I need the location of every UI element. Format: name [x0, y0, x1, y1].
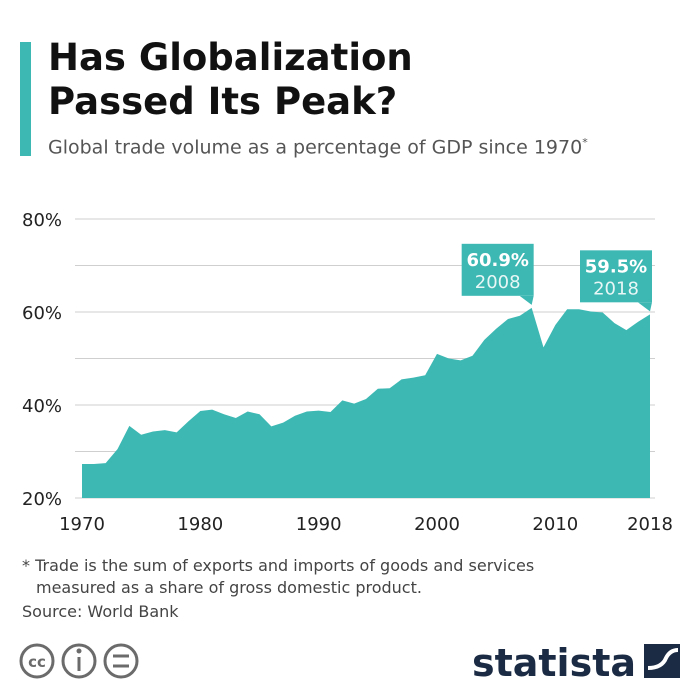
footnote: * Trade is the sum of exports and import…: [22, 556, 535, 575]
value-label: 60.9%: [466, 250, 528, 271]
x-tick-label: 2018: [627, 514, 673, 535]
callout: 59.5%2018: [580, 250, 652, 312]
subtitle-text: Global trade volume as a percentage of G…: [48, 136, 583, 159]
area: [82, 307, 650, 498]
callout-pointer: [519, 295, 534, 305]
x-tick-label: 1980: [177, 514, 223, 535]
value-label: 59.5%: [585, 256, 647, 277]
y-tick-label: 60%: [22, 303, 62, 324]
callout-box: [580, 250, 652, 303]
accent-bar: [20, 42, 31, 156]
chart-title: Has Globalization Passed Its Peak?: [48, 36, 413, 123]
y-tick-label: 20%: [22, 489, 62, 510]
y-tick-label: 40%: [22, 396, 62, 417]
chart-subtitle: Global trade volume as a percentage of G…: [48, 136, 588, 158]
svg-text:cc: cc: [28, 653, 46, 671]
callout-year: 2008: [475, 272, 521, 293]
footnote: measured as a share of gross domestic pr…: [36, 578, 422, 597]
x-tick-label: 2010: [532, 514, 578, 535]
callout-box: [461, 243, 534, 296]
brand: statista: [472, 641, 636, 685]
x-tick-label: 1990: [296, 514, 342, 535]
source: Source: World Bank: [22, 602, 179, 621]
subtitle-mark: *: [582, 136, 588, 149]
callout: 60.9%2008: [461, 243, 534, 305]
brand-icon: [644, 644, 680, 678]
chart: 20% 40% 60% 80% 1970 1980 1990 2000 2010 2018 60.9…: [22, 210, 673, 535]
callout-pointer: [638, 302, 652, 312]
license-icons: [19, 643, 139, 679]
callout-year: 2018: [593, 278, 639, 299]
x-tick-label: 1970: [59, 514, 105, 535]
x-tick-label: 2000: [414, 514, 460, 535]
y-tick-label: 80%: [22, 210, 62, 231]
